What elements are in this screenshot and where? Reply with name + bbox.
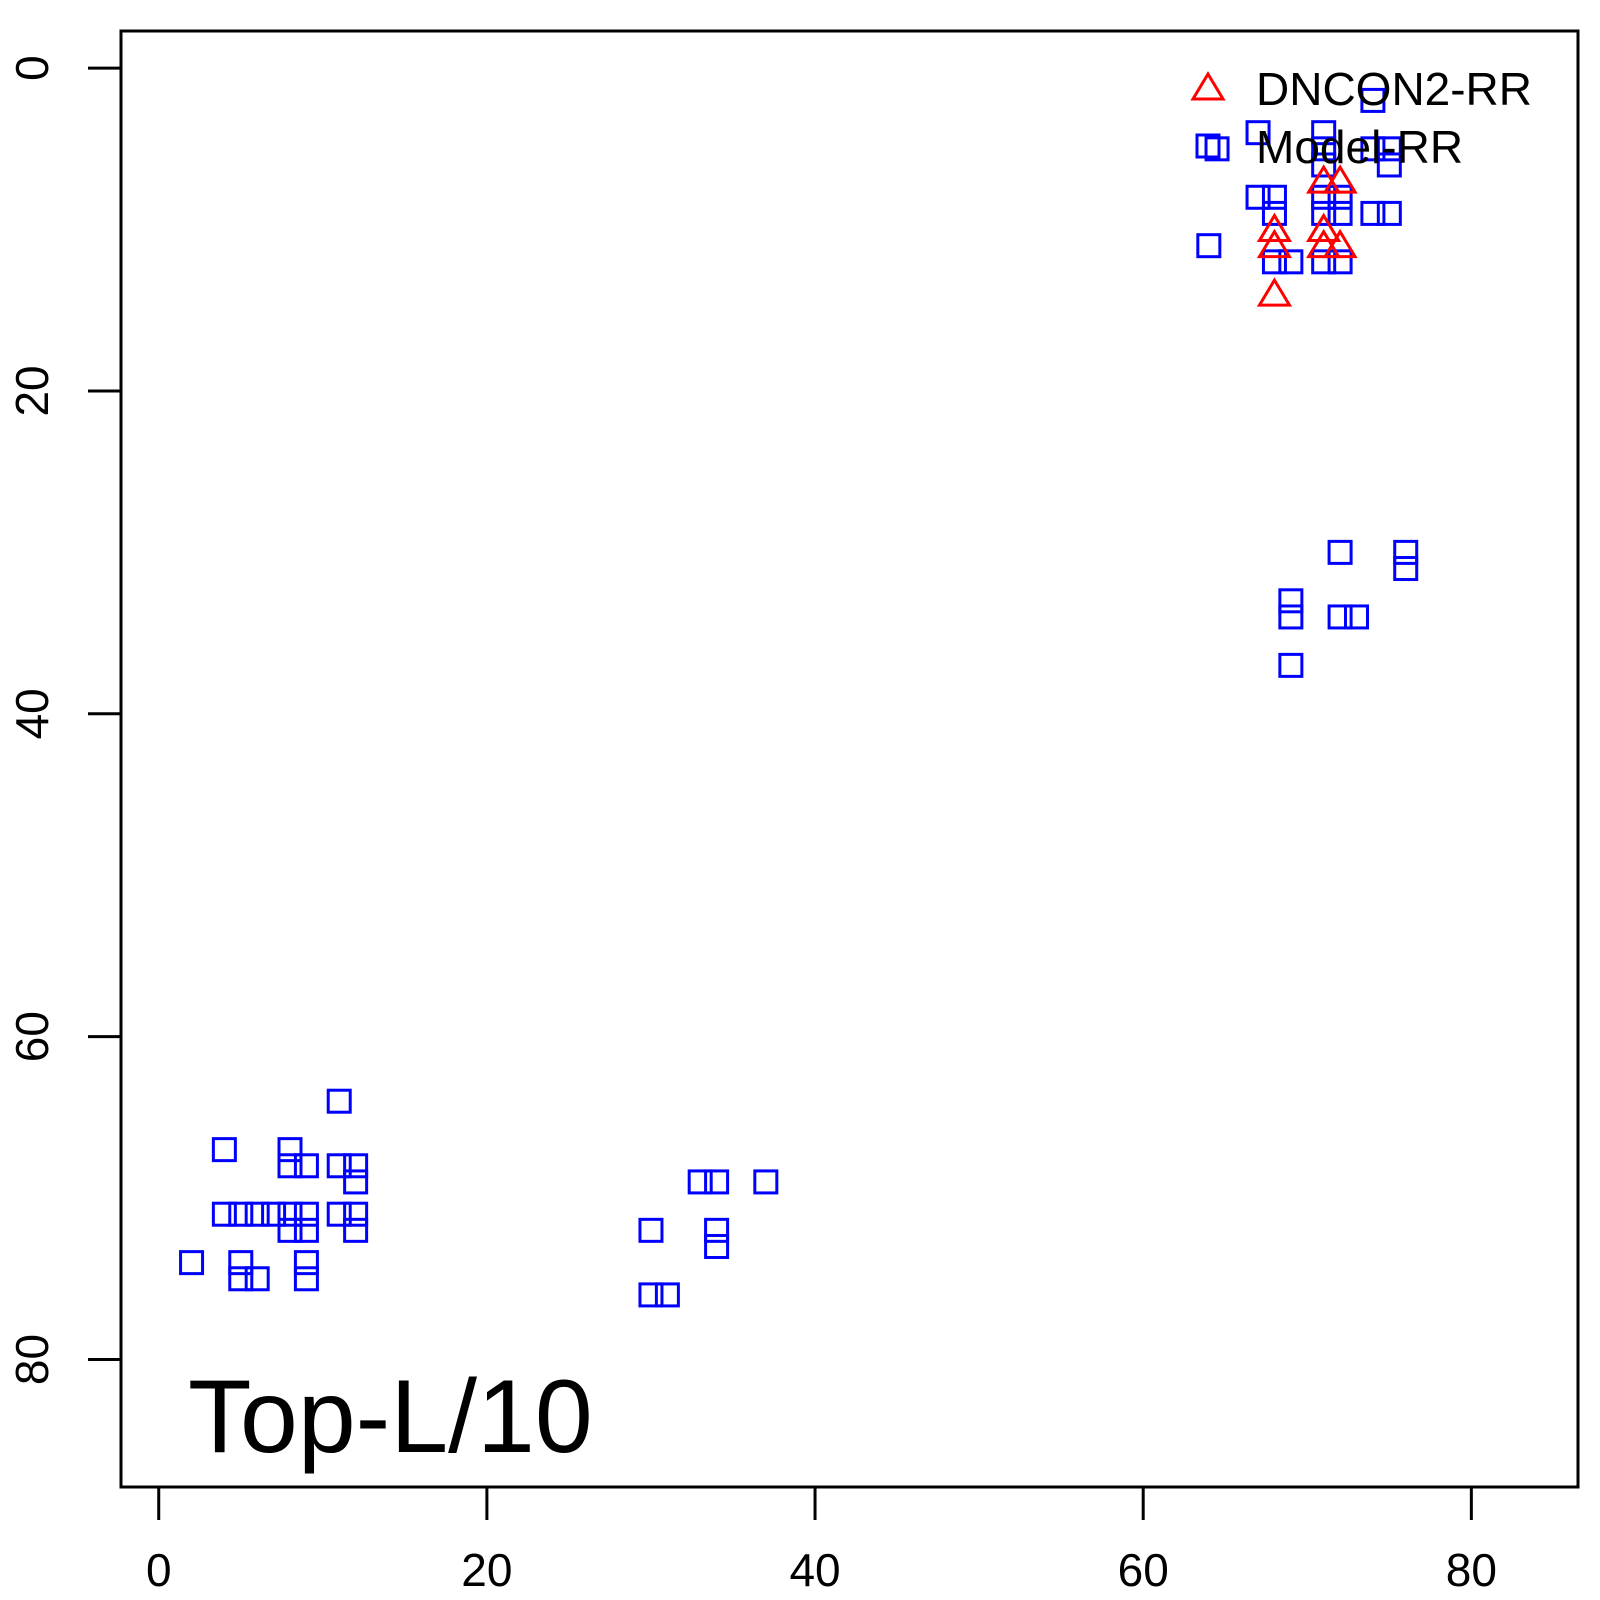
model-rr-point (1376, 200, 1402, 226)
model-rr-point (293, 1153, 319, 1179)
model-rr-point (326, 1153, 352, 1179)
model-rr-point (1261, 184, 1287, 210)
model-rr-point (179, 1250, 205, 1276)
model-rr-point (1327, 539, 1353, 565)
model-rr-point (1376, 136, 1402, 162)
model-rr-point (1376, 152, 1402, 178)
model-rr-point (1261, 200, 1287, 226)
model-rr-point (1327, 184, 1353, 210)
model-rr-point (277, 1217, 303, 1243)
model-rr-point (244, 1266, 270, 1292)
data-points (179, 87, 1419, 1308)
dncon2-rr-point (1256, 228, 1293, 259)
model-rr-point (343, 1217, 369, 1243)
model-rr-point (1311, 152, 1337, 178)
legend-label: DNCON2-RR (1256, 63, 1532, 115)
model-rr-point (1327, 200, 1353, 226)
model-rr-point (1278, 604, 1304, 630)
y-tick-label: 40 (6, 688, 58, 739)
model-rr-point (1327, 604, 1353, 630)
model-rr-point (704, 1233, 730, 1259)
x-axis: 0 20 40 60 80 (146, 1485, 1497, 1596)
model-rr-point (1311, 249, 1337, 275)
model-rr-point (228, 1250, 254, 1276)
x-tick-label: 80 (1446, 1544, 1497, 1596)
legend: DNCON2-RR Model-RR (1190, 63, 1532, 173)
model-rr-point (1204, 136, 1230, 162)
y-axis: 0 20 40 60 80 (6, 55, 123, 1385)
dncon2-rr-point (1322, 228, 1358, 259)
model-rr-point (343, 1153, 369, 1179)
model-rr-point (343, 1201, 369, 1227)
model-rr-point (1360, 87, 1386, 113)
model-rr-point (654, 1282, 680, 1308)
y-tick-label: 80 (6, 1334, 58, 1385)
model-rr-point (1196, 233, 1222, 259)
model-rr-point (293, 1217, 319, 1243)
model-rr-point (638, 1282, 664, 1308)
model-rr-point (1245, 120, 1271, 146)
model-rr-point (1311, 120, 1337, 146)
model-rr-point (1360, 136, 1386, 162)
dncon2-rr-point (1322, 164, 1358, 194)
panel-label: Top-L/10 (188, 1359, 593, 1475)
legend-square-icon (1195, 133, 1221, 159)
model-rr-point (1393, 556, 1419, 582)
model-rr-point (704, 1217, 730, 1243)
model-rr-point (1278, 652, 1304, 678)
x-tick-label: 60 (1118, 1544, 1169, 1596)
model-rr-point (1343, 604, 1369, 630)
model-rr-point (1311, 136, 1337, 162)
dncon2-rr-point (1306, 212, 1342, 243)
model-rr-point (277, 1153, 303, 1179)
model-rr-point (1245, 184, 1271, 210)
model-rr-point (343, 1169, 369, 1195)
model-rr-point (261, 1201, 287, 1227)
y-tick-label: 60 (6, 1011, 58, 1062)
model-rr-point (1278, 249, 1304, 275)
model-rr-point (211, 1137, 237, 1163)
x-tick-label: 0 (146, 1544, 172, 1596)
model-rr-point (277, 1201, 303, 1227)
model-rr-point (293, 1201, 319, 1227)
model-rr-point (1393, 539, 1419, 565)
legend-label: Model-RR (1256, 121, 1463, 173)
model-rr-point (1360, 200, 1386, 226)
x-tick-label: 40 (789, 1544, 840, 1596)
model-rr-point (1278, 588, 1304, 614)
model-rr-point (1261, 249, 1287, 275)
y-tick-label: 20 (6, 365, 58, 416)
model-rr-point (228, 1266, 254, 1292)
legend-triangle-icon (1190, 71, 1226, 101)
x-tick-label: 20 (461, 1544, 512, 1596)
model-rr-point (638, 1217, 664, 1243)
y-tick-label: 0 (6, 55, 58, 81)
dncon2-rr-point (1256, 212, 1293, 243)
model-rr-point (277, 1137, 303, 1163)
model-rr-point (326, 1201, 352, 1227)
model-rr-point (293, 1250, 319, 1276)
model-rr-point (1311, 184, 1337, 210)
model-rr-point (1311, 200, 1337, 226)
model-rr-point (244, 1201, 270, 1227)
plot-frame (119, 29, 1580, 1489)
model-rr-point (326, 1088, 352, 1114)
model-rr-point (1327, 249, 1353, 275)
dncon2-rr-point (1256, 277, 1293, 307)
model-rr-point (228, 1201, 254, 1227)
model-rr-point (753, 1169, 779, 1195)
model-rr-point (211, 1201, 237, 1227)
model-rr-point (704, 1169, 730, 1195)
model-rr-point (687, 1169, 713, 1195)
model-rr-point (293, 1266, 319, 1292)
